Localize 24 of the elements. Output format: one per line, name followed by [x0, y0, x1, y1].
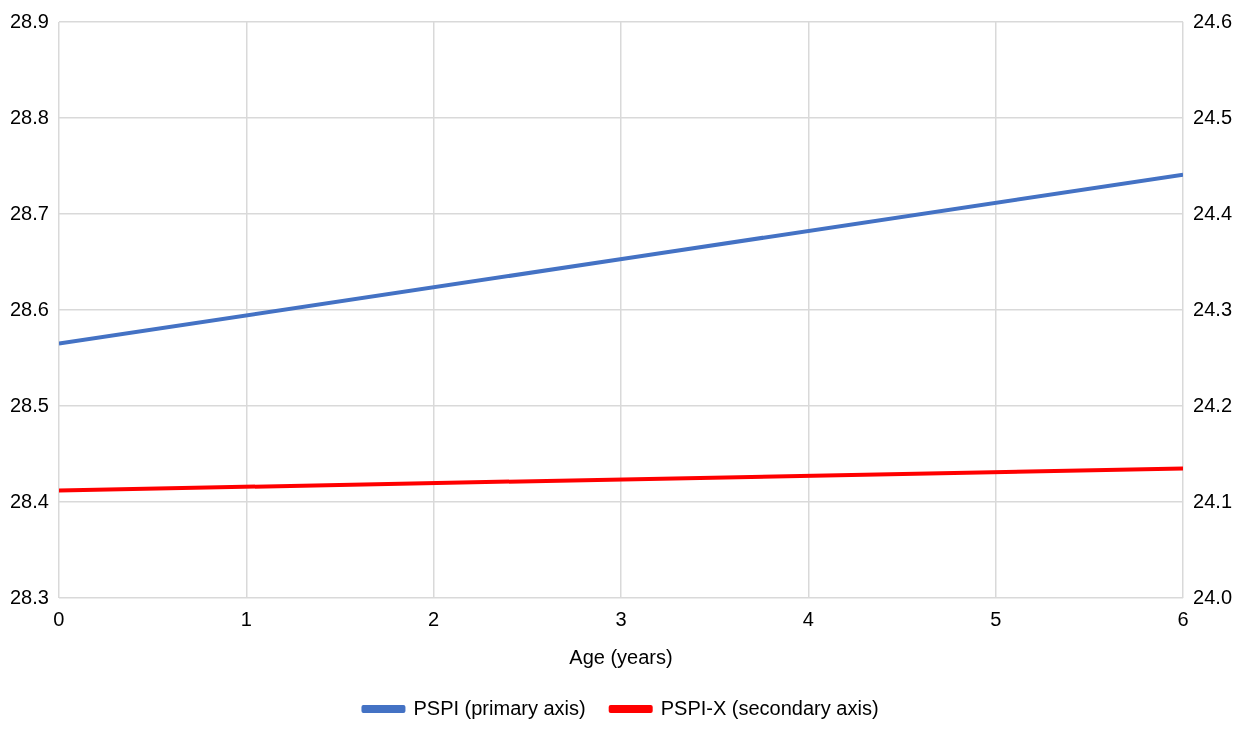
x-tick-label: 4 [802, 607, 814, 630]
x-tick-label: 6 [1177, 607, 1189, 630]
x-axis-title: Age (years) [569, 645, 673, 668]
x-tick-label: 0 [53, 607, 65, 630]
y2-tick-label: 24.3 [1193, 297, 1233, 320]
y-tick-label: 28.8 [9, 105, 49, 128]
y2-tick-label: 24.5 [1193, 105, 1233, 128]
y-tick-label: 28.9 [9, 9, 49, 32]
y2-tick-label: 24.2 [1193, 393, 1233, 416]
y-tick-label: 28.6 [9, 297, 49, 320]
x-tick-label: 3 [615, 607, 627, 630]
x-tick-label: 1 [240, 607, 252, 630]
y-tick-label: 28.7 [9, 201, 49, 224]
y-tick-label: 28.5 [9, 393, 49, 416]
y2-tick-label: 24.6 [1193, 9, 1233, 32]
y2-tick-label: 24.4 [1193, 201, 1233, 224]
y-tick-label: 28.3 [9, 585, 49, 608]
legend-label: PSPI-X (secondary axis) [660, 696, 879, 719]
y2-tick-label: 24.0 [1193, 585, 1233, 608]
legend-label: PSPI (primary axis) [413, 696, 586, 719]
y2-tick-label: 24.1 [1193, 489, 1233, 512]
x-tick-label: 2 [428, 607, 440, 630]
x-tick-label: 5 [990, 607, 1002, 630]
y-tick-label: 28.4 [9, 489, 49, 512]
